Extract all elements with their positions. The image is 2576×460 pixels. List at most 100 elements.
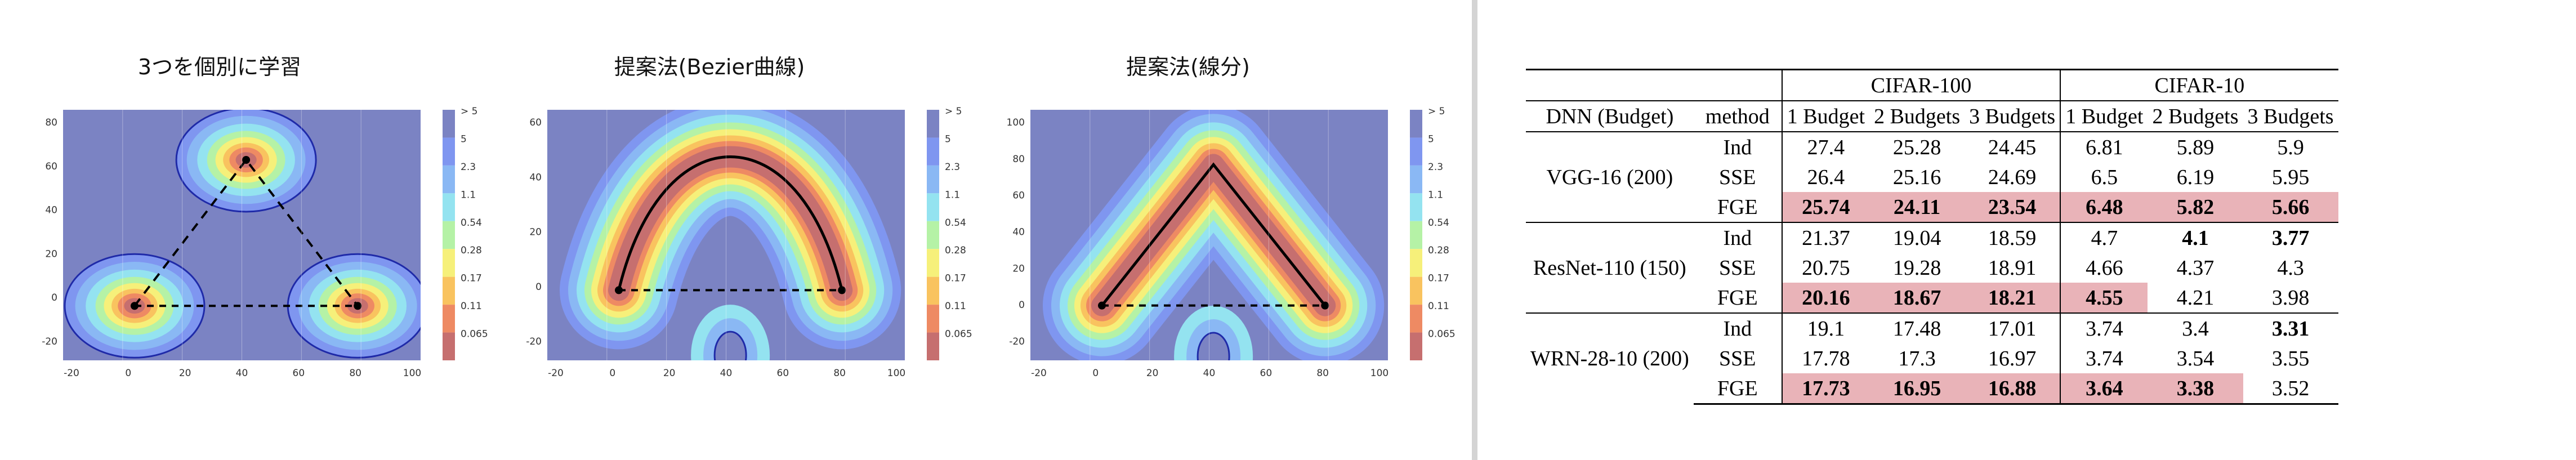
- header-budget: 1 Budget: [1782, 100, 1870, 132]
- colorbar-tick-label: 0.065: [945, 329, 972, 340]
- colorbar-swatch: [443, 110, 455, 138]
- value-cell: 3.52: [2243, 373, 2338, 405]
- value-cell: 3.4: [2148, 312, 2243, 343]
- x-tick-label: 20: [663, 368, 676, 379]
- colorbar-swatch: [1410, 305, 1422, 333]
- colorbar-swatch: [927, 305, 939, 333]
- colorbar-tick-label: 1.1: [1428, 189, 1443, 200]
- y-tick-label: 0: [51, 292, 57, 303]
- colorbar-tick-label: 5: [1428, 133, 1434, 145]
- y-tick-label: 60: [1012, 190, 1025, 202]
- colorbar-tick-label: 2.3: [945, 162, 960, 173]
- value-cell: 23.54: [1965, 192, 2061, 222]
- colorbar-tick-label: 0.065: [1428, 329, 1456, 340]
- loss-surface-plots: -20 0 20 40 60 80 100 80 60 40 20 0 -20 > 5 5 2.3 1.1 0.5…: [42, 106, 1456, 379]
- header-budget: 3 Budgets: [1965, 100, 2061, 132]
- colorbar-tick-label: > 5: [945, 106, 962, 117]
- method-cell: Ind: [1693, 131, 1783, 162]
- x-tick-label: -20: [1031, 368, 1047, 379]
- model-label: VGG-16 (200): [1526, 131, 1694, 222]
- colorbar-swatch: [443, 332, 455, 360]
- colorbar-tick-label: 0.11: [461, 301, 482, 312]
- value-cell: 3.38: [2148, 373, 2243, 405]
- colorbar-tick-label: 0.54: [461, 217, 482, 229]
- colorbar-tick-label: 1.1: [945, 189, 960, 200]
- x-tick-label: 60: [777, 368, 789, 379]
- value-cell: 18.59: [1965, 222, 2061, 253]
- value-cell: 3.74: [2086, 346, 2123, 370]
- colorbar-tick-label: 0.17: [1428, 273, 1449, 284]
- value-cell: 4.55: [2060, 283, 2148, 313]
- colorbar-swatch: [443, 305, 455, 333]
- colorbar-tick-label: 0.28: [1428, 245, 1449, 256]
- value-cell: 6.5: [2091, 165, 2118, 189]
- x-tick-label: 40: [720, 368, 733, 379]
- value-cell: 21.37: [1782, 222, 1870, 253]
- colorbar-swatch: [1410, 276, 1422, 305]
- contour-plot-2: -20 0 20 40 60 80 100 60 40 20 0 -20 > 5 5 2.3 1.1 0.54 0…: [526, 106, 972, 379]
- y-tick-label: 0: [535, 282, 542, 293]
- colorbar-swatch: [1410, 249, 1422, 277]
- value-cell: 18.67: [1869, 283, 1965, 313]
- table-row: FGE 20.16 18.67 18.21 4.55 4.21 3.98: [1526, 283, 2338, 313]
- value-cell: 25.28: [1869, 131, 1965, 162]
- value-cell: 6.81: [2060, 131, 2148, 162]
- value-cell: 17.3: [1898, 346, 1936, 370]
- value-cell: 17.73: [1782, 373, 1870, 405]
- y-tick-label: 40: [1012, 227, 1025, 238]
- table-header-row: CIFAR-100 CIFAR-10: [1526, 69, 2338, 101]
- method-cell: FGE: [1693, 373, 1783, 405]
- colorbar-swatch: [927, 193, 939, 221]
- value-cell: 3.98: [2271, 285, 2310, 310]
- value-cell: 18.91: [1965, 253, 2061, 283]
- colorbar-tick-label: 5: [461, 133, 467, 145]
- value-cell: 4.66: [2086, 256, 2123, 280]
- value-cell: 27.4: [1782, 131, 1870, 162]
- colorbar-tick-label: 2.3: [461, 162, 476, 173]
- method-cell: Ind: [1693, 222, 1783, 253]
- y-tick-label: 100: [1007, 117, 1025, 128]
- value-cell: 5.89: [2148, 131, 2243, 162]
- y-tick-label: 20: [1012, 263, 1025, 274]
- colorbar-tick-label: 0.11: [945, 301, 966, 312]
- colorbar-swatch: [927, 276, 939, 305]
- colorbar-tick-label: 0.17: [945, 273, 966, 284]
- value-cell: 20.75: [1802, 256, 1850, 280]
- y-tick-label: 80: [1012, 154, 1025, 165]
- x-tick-label: 100: [403, 368, 421, 379]
- colorbar-swatch: [927, 332, 939, 360]
- method-cell: SSE: [1693, 253, 1783, 283]
- value-cell: 24.11: [1869, 192, 1965, 222]
- value-cell: 4.7: [2060, 222, 2148, 253]
- method-cell: SSE: [1693, 343, 1783, 373]
- x-tick-label: 100: [887, 368, 905, 379]
- colorbar-tick-label: 0.54: [945, 217, 966, 229]
- colorbar-swatch: [927, 137, 939, 166]
- value-cell: 3.77: [2243, 222, 2338, 253]
- colorbar-swatch: [443, 221, 455, 249]
- x-tick-label: -20: [548, 368, 564, 379]
- value-cell: 20.16: [1782, 283, 1870, 313]
- x-tick-label: 0: [609, 368, 615, 379]
- colorbar-swatch: [927, 165, 939, 194]
- colorbar-swatch: [1410, 110, 1422, 138]
- model-label: ResNet-110 (150): [1526, 222, 1694, 313]
- value-cell: 17.01: [1965, 312, 2061, 343]
- value-cell: 24.69: [1965, 162, 2061, 192]
- table-row: ResNet-110 (150) Ind 21.37 19.04 18.59 4…: [1526, 222, 2338, 313]
- value-cell: 5.66: [2243, 192, 2338, 222]
- value-cell: 16.88: [1965, 373, 2061, 405]
- colorbar-swatch: [443, 249, 455, 277]
- contour-plot-3: -20 0 20 40 60 80 100 100 80 60 40 20 0 -20 > 5 5 2.3 1.1…: [1007, 106, 1456, 379]
- x-tick-label: 80: [1316, 368, 1329, 379]
- method-cell: Ind: [1693, 312, 1783, 343]
- x-tick-label: 40: [1203, 368, 1216, 379]
- y-tick-label: 80: [45, 117, 57, 128]
- y-tick-label: 60: [45, 161, 57, 172]
- method-cell: FGE: [1693, 283, 1783, 313]
- colorbar-tick-label: 0.54: [1428, 217, 1449, 229]
- y-tick-label: 40: [45, 205, 57, 216]
- colorbar-tick-label: 2.3: [1428, 162, 1443, 173]
- y-tick-label: 60: [529, 117, 542, 128]
- colorbar-tick-label: 1.1: [461, 189, 476, 200]
